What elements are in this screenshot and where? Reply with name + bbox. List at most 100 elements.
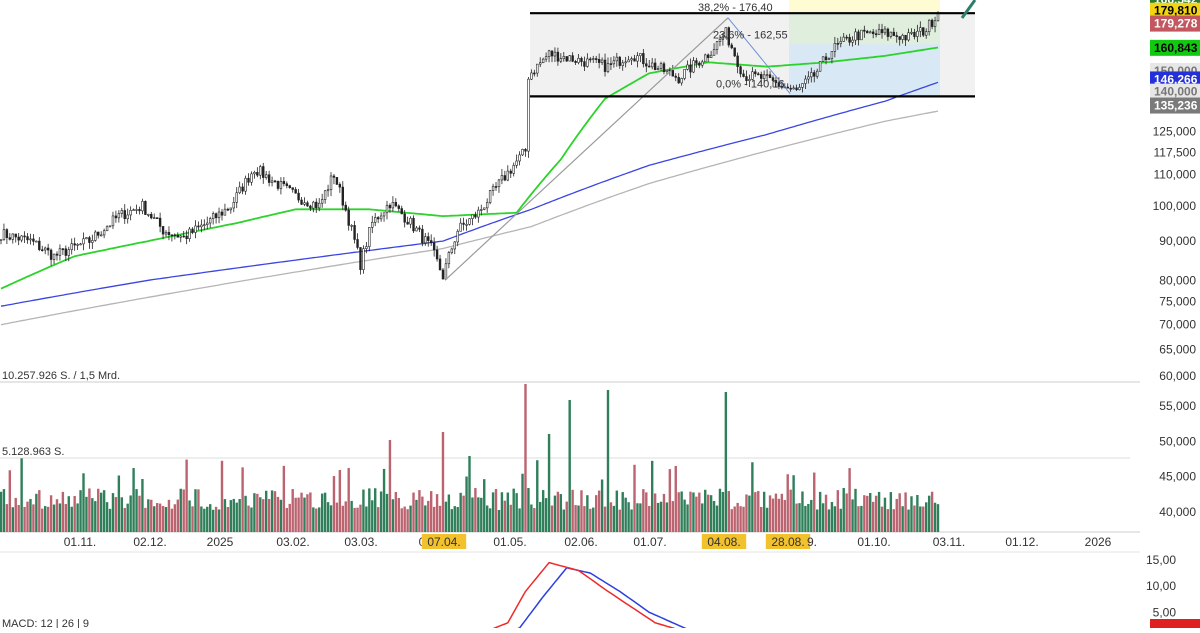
- volume-bar: [589, 508, 592, 532]
- volume-bar: [680, 491, 683, 532]
- volume-bar: [256, 493, 259, 532]
- candle-body: [530, 72, 533, 80]
- candle: [810, 67, 813, 83]
- volume-bar: [698, 492, 701, 532]
- candle-body: [335, 177, 339, 185]
- volume-bar: [886, 509, 890, 532]
- candle-body: [901, 34, 904, 40]
- volume-bar: [851, 499, 854, 532]
- candle-body: [603, 59, 607, 72]
- candle: [88, 235, 91, 249]
- candle-body: [64, 248, 68, 256]
- candle-body: [294, 189, 297, 194]
- volume-bar: [97, 488, 100, 532]
- x-tick: 2026: [1085, 535, 1112, 549]
- macd-panel: 15,00 10,00 5,00 MACD: 12 | 26 | 9: [2, 553, 1200, 630]
- volume-bar: [895, 498, 898, 532]
- candle-body: [618, 56, 621, 66]
- volume-bar: [450, 509, 454, 532]
- volume-bar: [580, 490, 583, 532]
- candle-body: [188, 228, 191, 239]
- volume-bar: [568, 400, 571, 532]
- volume-bar: [353, 507, 356, 532]
- candle: [253, 170, 256, 179]
- volume-bar: [795, 503, 798, 532]
- volume-bar: [780, 493, 784, 532]
- volume-bar: [264, 490, 268, 532]
- volume-bar: [751, 462, 754, 532]
- volume-bar: [447, 494, 451, 532]
- candle-body: [132, 209, 135, 211]
- candle-body: [303, 202, 306, 205]
- volume-bar: [583, 506, 586, 532]
- macd-badge: [1150, 619, 1200, 628]
- candle-body: [332, 175, 336, 178]
- candle: [49, 248, 53, 266]
- volume-bar: [536, 460, 539, 532]
- candle: [742, 69, 745, 78]
- candle-body: [82, 238, 85, 245]
- volume-bar: [267, 498, 271, 532]
- candle-body: [185, 235, 188, 239]
- candle: [786, 83, 789, 89]
- x-tick-highlight: [701, 534, 747, 549]
- macd-lines: [492, 561, 687, 628]
- volume-bar: [147, 499, 150, 532]
- candle: [14, 233, 17, 243]
- candle-body: [762, 74, 766, 79]
- y-tick-label: 45,000: [1159, 470, 1196, 484]
- candle-body: [14, 233, 17, 238]
- x-tick: 2025: [207, 535, 234, 549]
- candle-body: [235, 192, 238, 203]
- candle-body: [550, 50, 554, 57]
- candle-body: [689, 64, 692, 73]
- volume-bar: [739, 506, 742, 532]
- candle-body: [102, 230, 106, 236]
- candle-body: [892, 31, 896, 36]
- volume-bar: [665, 502, 669, 532]
- candle: [135, 204, 138, 214]
- candle: [350, 224, 353, 231]
- volume-bar: [235, 502, 238, 532]
- candle: [312, 200, 315, 213]
- candle-body: [465, 224, 468, 226]
- volume-bar: [804, 505, 807, 532]
- candle-body: [807, 76, 810, 80]
- volume-bar: [138, 495, 141, 532]
- candle: [2, 223, 6, 241]
- x-tick: 01.12.: [1005, 535, 1038, 549]
- volume-bar: [488, 508, 492, 532]
- candle: [539, 57, 542, 68]
- volume-bar: [300, 492, 303, 532]
- volume-bar: [609, 502, 613, 532]
- volume-bar: [621, 492, 624, 532]
- candle-body: [815, 70, 819, 77]
- candle-body: [2, 229, 6, 240]
- volume-bar: [821, 503, 825, 532]
- candle-body: [259, 166, 262, 176]
- candle: [695, 57, 698, 68]
- volume-bar: [309, 492, 312, 532]
- volume-bar: [129, 495, 132, 532]
- candle: [689, 58, 692, 78]
- candle-body: [518, 154, 521, 162]
- volume-bar: [444, 501, 448, 532]
- candle-body: [282, 181, 286, 185]
- candle-body: [403, 213, 406, 223]
- volume-bar: [695, 496, 698, 532]
- volume-bar: [539, 501, 542, 532]
- volume-bar: [244, 495, 247, 532]
- candle-body: [371, 222, 374, 228]
- x-tick-label: 2026: [1085, 535, 1112, 549]
- candle-body: [309, 205, 312, 209]
- volume-bar: [332, 476, 336, 532]
- volume-bar: [270, 490, 274, 532]
- volume-bar: [259, 497, 262, 532]
- candle-body: [288, 185, 291, 188]
- volume-bar: [765, 507, 769, 532]
- volume-bar: [459, 492, 462, 532]
- candle: [736, 52, 739, 74]
- price-badge: 140,000: [1150, 83, 1200, 100]
